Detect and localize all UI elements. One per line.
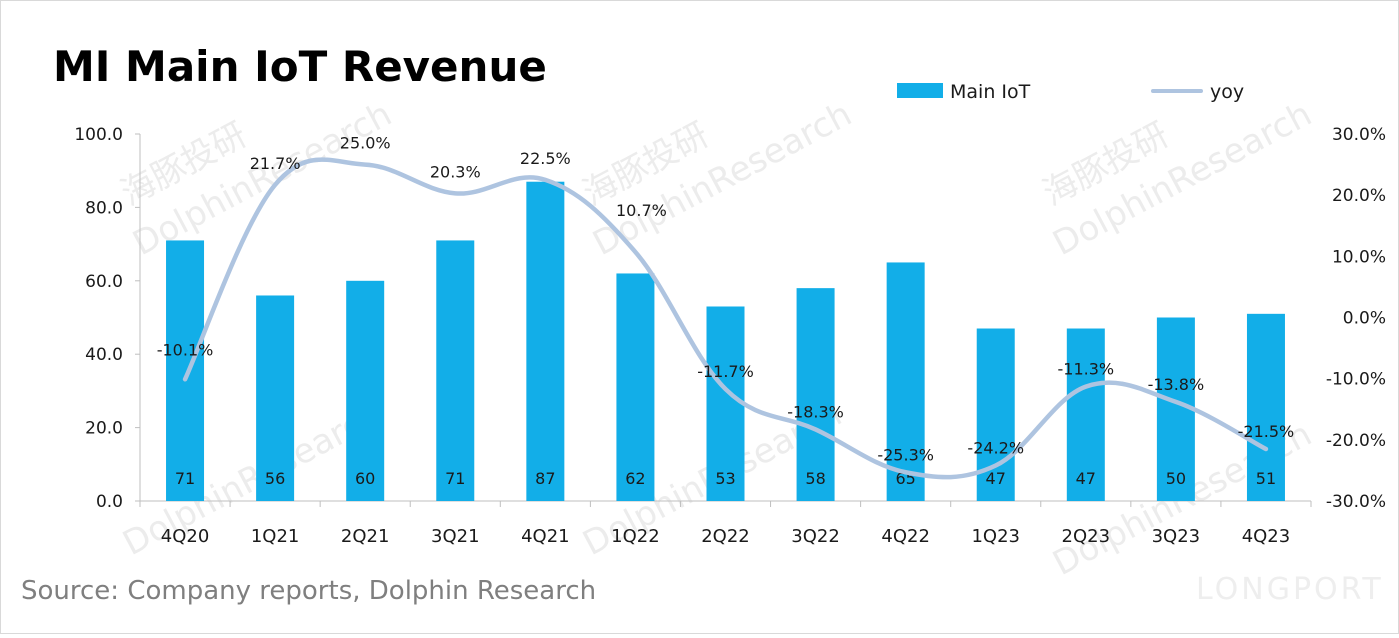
bar [1066,328,1105,501]
bar [886,262,925,501]
bar [436,240,475,501]
x-tick-label: 3Q22 [791,526,840,547]
yoy-value-label: 10.7% [616,201,667,220]
x-tick-label: 1Q23 [971,526,1020,547]
legend-label-bar: Main IoT [950,81,1031,103]
bar-value-label: 56 [265,469,285,488]
x-tick-label: 2Q21 [341,526,390,547]
bar [796,288,835,501]
y-left-tick-label: 0.0 [96,492,123,512]
x-tick-label: 4Q23 [1242,526,1291,547]
legend-label-line: yoy [1210,81,1244,103]
bar [1246,313,1285,501]
y-right-tick-label: -30.0% [1326,492,1386,512]
bar-value-label: 71 [175,469,195,488]
source-note: Source: Company reports, Dolphin Researc… [21,576,596,606]
y-left-tick-label: 40.0 [85,345,123,365]
y-left-tick-label: 80.0 [85,198,123,218]
x-tick-label: 1Q21 [251,526,300,547]
yoy-value-label: 25.0% [340,134,391,153]
bar-value-label: 71 [445,469,465,488]
watermark-brand: LONGPORT [1196,572,1384,607]
bar-value-label: 50 [1166,469,1186,488]
bar-value-label: 62 [625,469,645,488]
bar-value-labels: 71 56 60 71 87 62 53 58 65 47 47 50 51 [175,469,1276,488]
y-axis-right-ticks: -30.0% -20.0% -10.0% 0.0% 10.0% 20.0% 30.0% [1326,125,1386,512]
yoy-value-label: 22.5% [520,149,571,168]
x-axis-ticks: 4Q20 1Q21 2Q21 3Q21 4Q21 1Q22 2Q22 3Q22 4Q22 1Q23… [139,501,1312,547]
yoy-value-label: -21.5% [1238,422,1295,441]
y-right-tick-label: -10.0% [1326,370,1386,390]
y-right-tick-label: 30.0% [1332,125,1386,145]
bar-value-label: 47 [1076,469,1096,488]
yoy-value-label: -13.8% [1148,375,1205,394]
bar-value-label: 53 [715,469,735,488]
legend: Main IoT yoy [897,81,1244,103]
bar-value-label: 60 [355,469,375,488]
legend-swatch-bar [897,83,943,98]
bar-value-label: 51 [1256,469,1276,488]
x-tick-label: 3Q23 [1152,526,1201,547]
yoy-value-label: -10.1% [157,340,214,359]
yoy-value-label: -11.7% [697,362,754,381]
yoy-series [182,157,1269,480]
bar [166,240,205,501]
yoy-line [182,157,1269,480]
bar-value-label: 47 [986,469,1006,488]
yoy-value-label: -18.3% [787,402,844,421]
x-tick-label: 1Q22 [611,526,660,547]
y-right-tick-label: 0.0% [1343,309,1386,329]
y-left-tick-label: 20.0 [85,419,123,439]
yoy-value-label: -25.3% [877,445,934,464]
yoy-value-labels: -10.1% 21.7% 25.0% 20.3% 22.5% 10.7% -11.7% -18… [157,134,1295,465]
yoy-value-label: -24.2% [967,439,1024,458]
bar [706,306,745,501]
bar [256,295,295,501]
bar-series [166,181,1285,501]
x-tick-label: 4Q20 [161,526,210,547]
x-tick-label: 3Q21 [431,526,480,547]
y-right-tick-label: -20.0% [1326,431,1386,451]
bar [346,280,385,501]
y-left-tick-label: 100.0 [74,125,123,145]
yoy-value-label: 20.3% [430,162,481,181]
x-tick-label: 4Q21 [521,526,570,547]
chart-title: MI Main IoT Revenue [53,42,547,91]
yoy-value-label: 21.7% [250,154,301,173]
x-tick-label: 4Q22 [881,526,930,547]
y-right-tick-label: 10.0% [1332,247,1386,267]
y-axis-left-ticks: 0.0 20.0 40.0 60.0 80.0 100.0 [74,125,140,512]
x-tick-label: 2Q23 [1062,526,1111,547]
bar [616,273,655,501]
x-tick-label: 2Q22 [701,526,750,547]
bar [526,181,565,501]
yoy-value-label: -11.3% [1058,360,1115,379]
bar-value-label: 58 [805,469,825,488]
y-left-tick-label: 60.0 [85,272,123,292]
bar-value-label: 87 [535,469,555,488]
y-right-tick-label: 20.0% [1332,186,1386,206]
